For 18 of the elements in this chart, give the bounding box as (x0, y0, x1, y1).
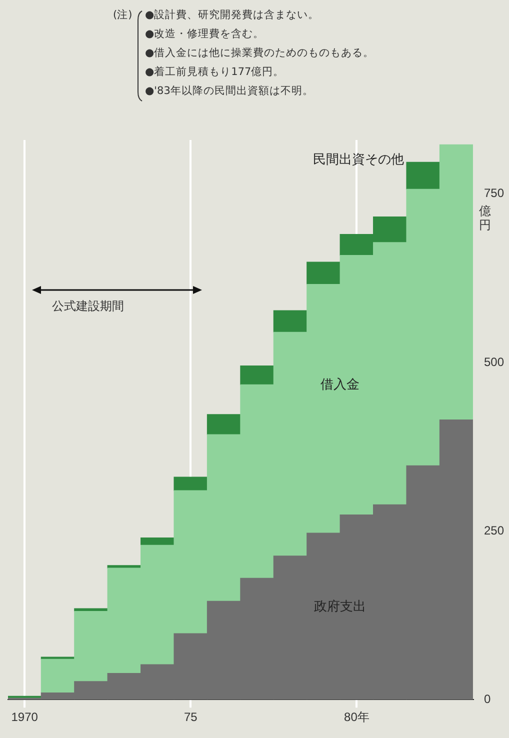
text: ●借入金には他に操業費のためのものもある。 (145, 46, 374, 61)
text: ●着工前見積もり177億円。 (145, 65, 286, 80)
annotation: 公式建設期間 (52, 298, 124, 315)
y-tick-label: 250 (484, 523, 504, 538)
x-tick-label: 80年 (344, 710, 370, 724)
x-tick-label: 1970 (11, 710, 38, 724)
y-tick-label: 500 (484, 354, 504, 369)
series-label: 借入金 (320, 377, 360, 392)
series-label: 民間出資その他 (312, 152, 404, 168)
text: ●設計費、研究開発費は含まない。 (145, 8, 320, 23)
y-axis-title: 億円 (478, 204, 491, 232)
x-tick-label: 75 (184, 710, 198, 724)
text: ●改造・修理費を含む。 (145, 27, 266, 42)
y-tick-label: 750 (484, 186, 504, 200)
text: (注) (113, 8, 132, 23)
text: ●'83年以降の民間出資額は不明。 (145, 84, 314, 99)
y-tick-label: 0 (484, 692, 491, 706)
series-label: 政府支出 (314, 598, 366, 615)
